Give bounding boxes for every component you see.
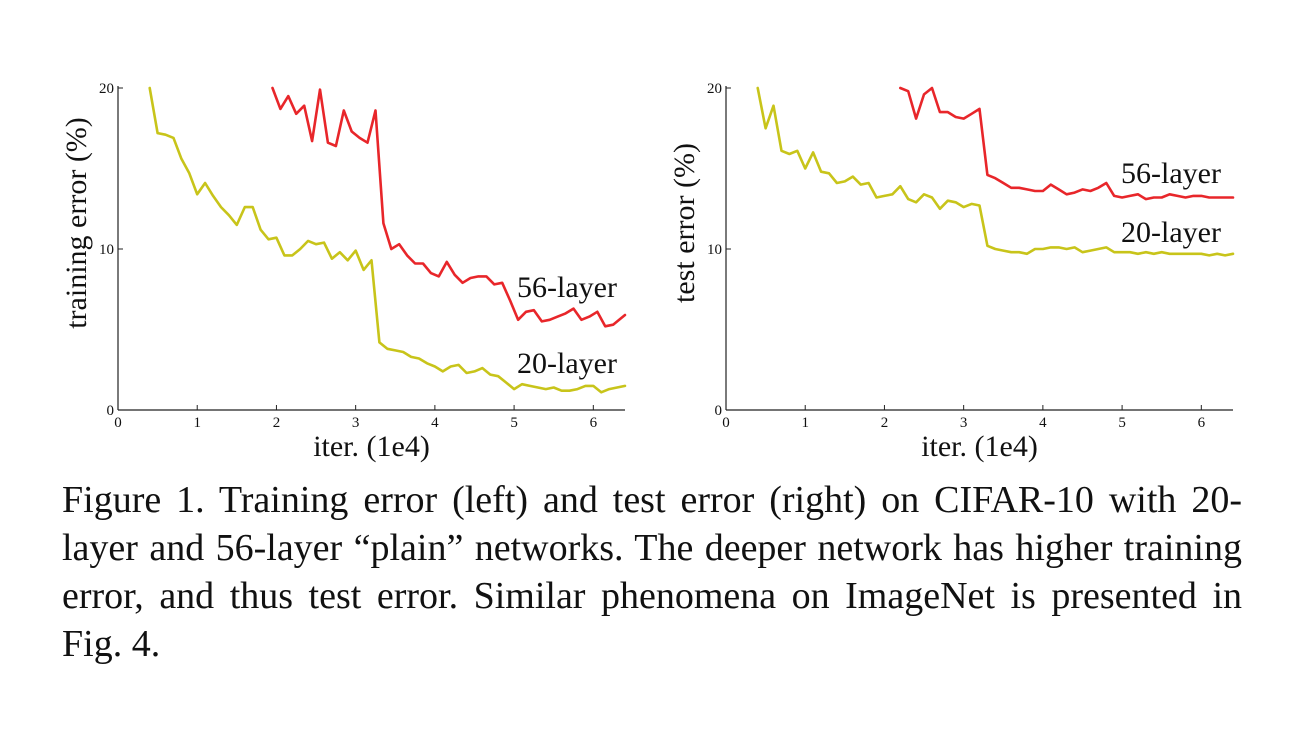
series-line-20-layer [148, 86, 627, 394]
x-tick-label-0: 0 [114, 415, 122, 431]
x-tick-label-1: 1 [801, 415, 809, 431]
y-tick-label-10: 10 [707, 242, 722, 258]
series-line-56-layer [898, 86, 1235, 201]
test-error-chart: 0 1 2 3 4 5 6 0 10 20 iter. (1e4) test error (%) 56-… [668, 81, 1235, 463]
x-tick-label-5: 5 [1118, 415, 1126, 431]
figure-caption: Figure 1. Training error (left) and test… [62, 479, 1242, 665]
x-tick-label-0: 0 [722, 415, 730, 431]
series-line-56-layer [271, 86, 627, 328]
series-line-20-layer [756, 86, 1235, 257]
y-axis-label: test error (%) [668, 143, 701, 303]
x-tick-label-2: 2 [273, 415, 281, 431]
x-tick-label-2: 2 [881, 415, 889, 431]
series-label-20-layer: 20-layer [1121, 216, 1221, 249]
x-tick-label-6: 6 [1198, 415, 1206, 431]
x-tick-label-3: 3 [352, 415, 360, 431]
x-axis-label: iter. (1e4) [313, 430, 430, 463]
training-error-chart: 0 1 2 3 4 5 6 0 10 20 iter. (1e4) training error (%… [60, 81, 627, 463]
series-label-56-layer: 56-layer [517, 271, 617, 304]
x-tick-label-4: 4 [431, 415, 439, 431]
x-axis-label: iter. (1e4) [921, 430, 1038, 463]
x-tick-label-3: 3 [960, 415, 968, 431]
x-tick-label-1: 1 [193, 415, 201, 431]
series-label-56-layer: 56-layer [1121, 157, 1221, 190]
series-label-20-layer: 20-layer [517, 347, 617, 380]
x-tick-label-5: 5 [510, 415, 518, 431]
y-tick-label-20: 20 [707, 81, 722, 97]
x-tick-label-4: 4 [1039, 415, 1047, 431]
y-tick-label-0: 0 [107, 403, 115, 419]
y-axis-label: training error (%) [60, 117, 93, 329]
x-tick-label-6: 6 [590, 415, 598, 431]
y-tick-label-20: 20 [99, 81, 114, 97]
y-tick-label-10: 10 [99, 242, 114, 258]
y-tick-label-0: 0 [715, 403, 723, 419]
